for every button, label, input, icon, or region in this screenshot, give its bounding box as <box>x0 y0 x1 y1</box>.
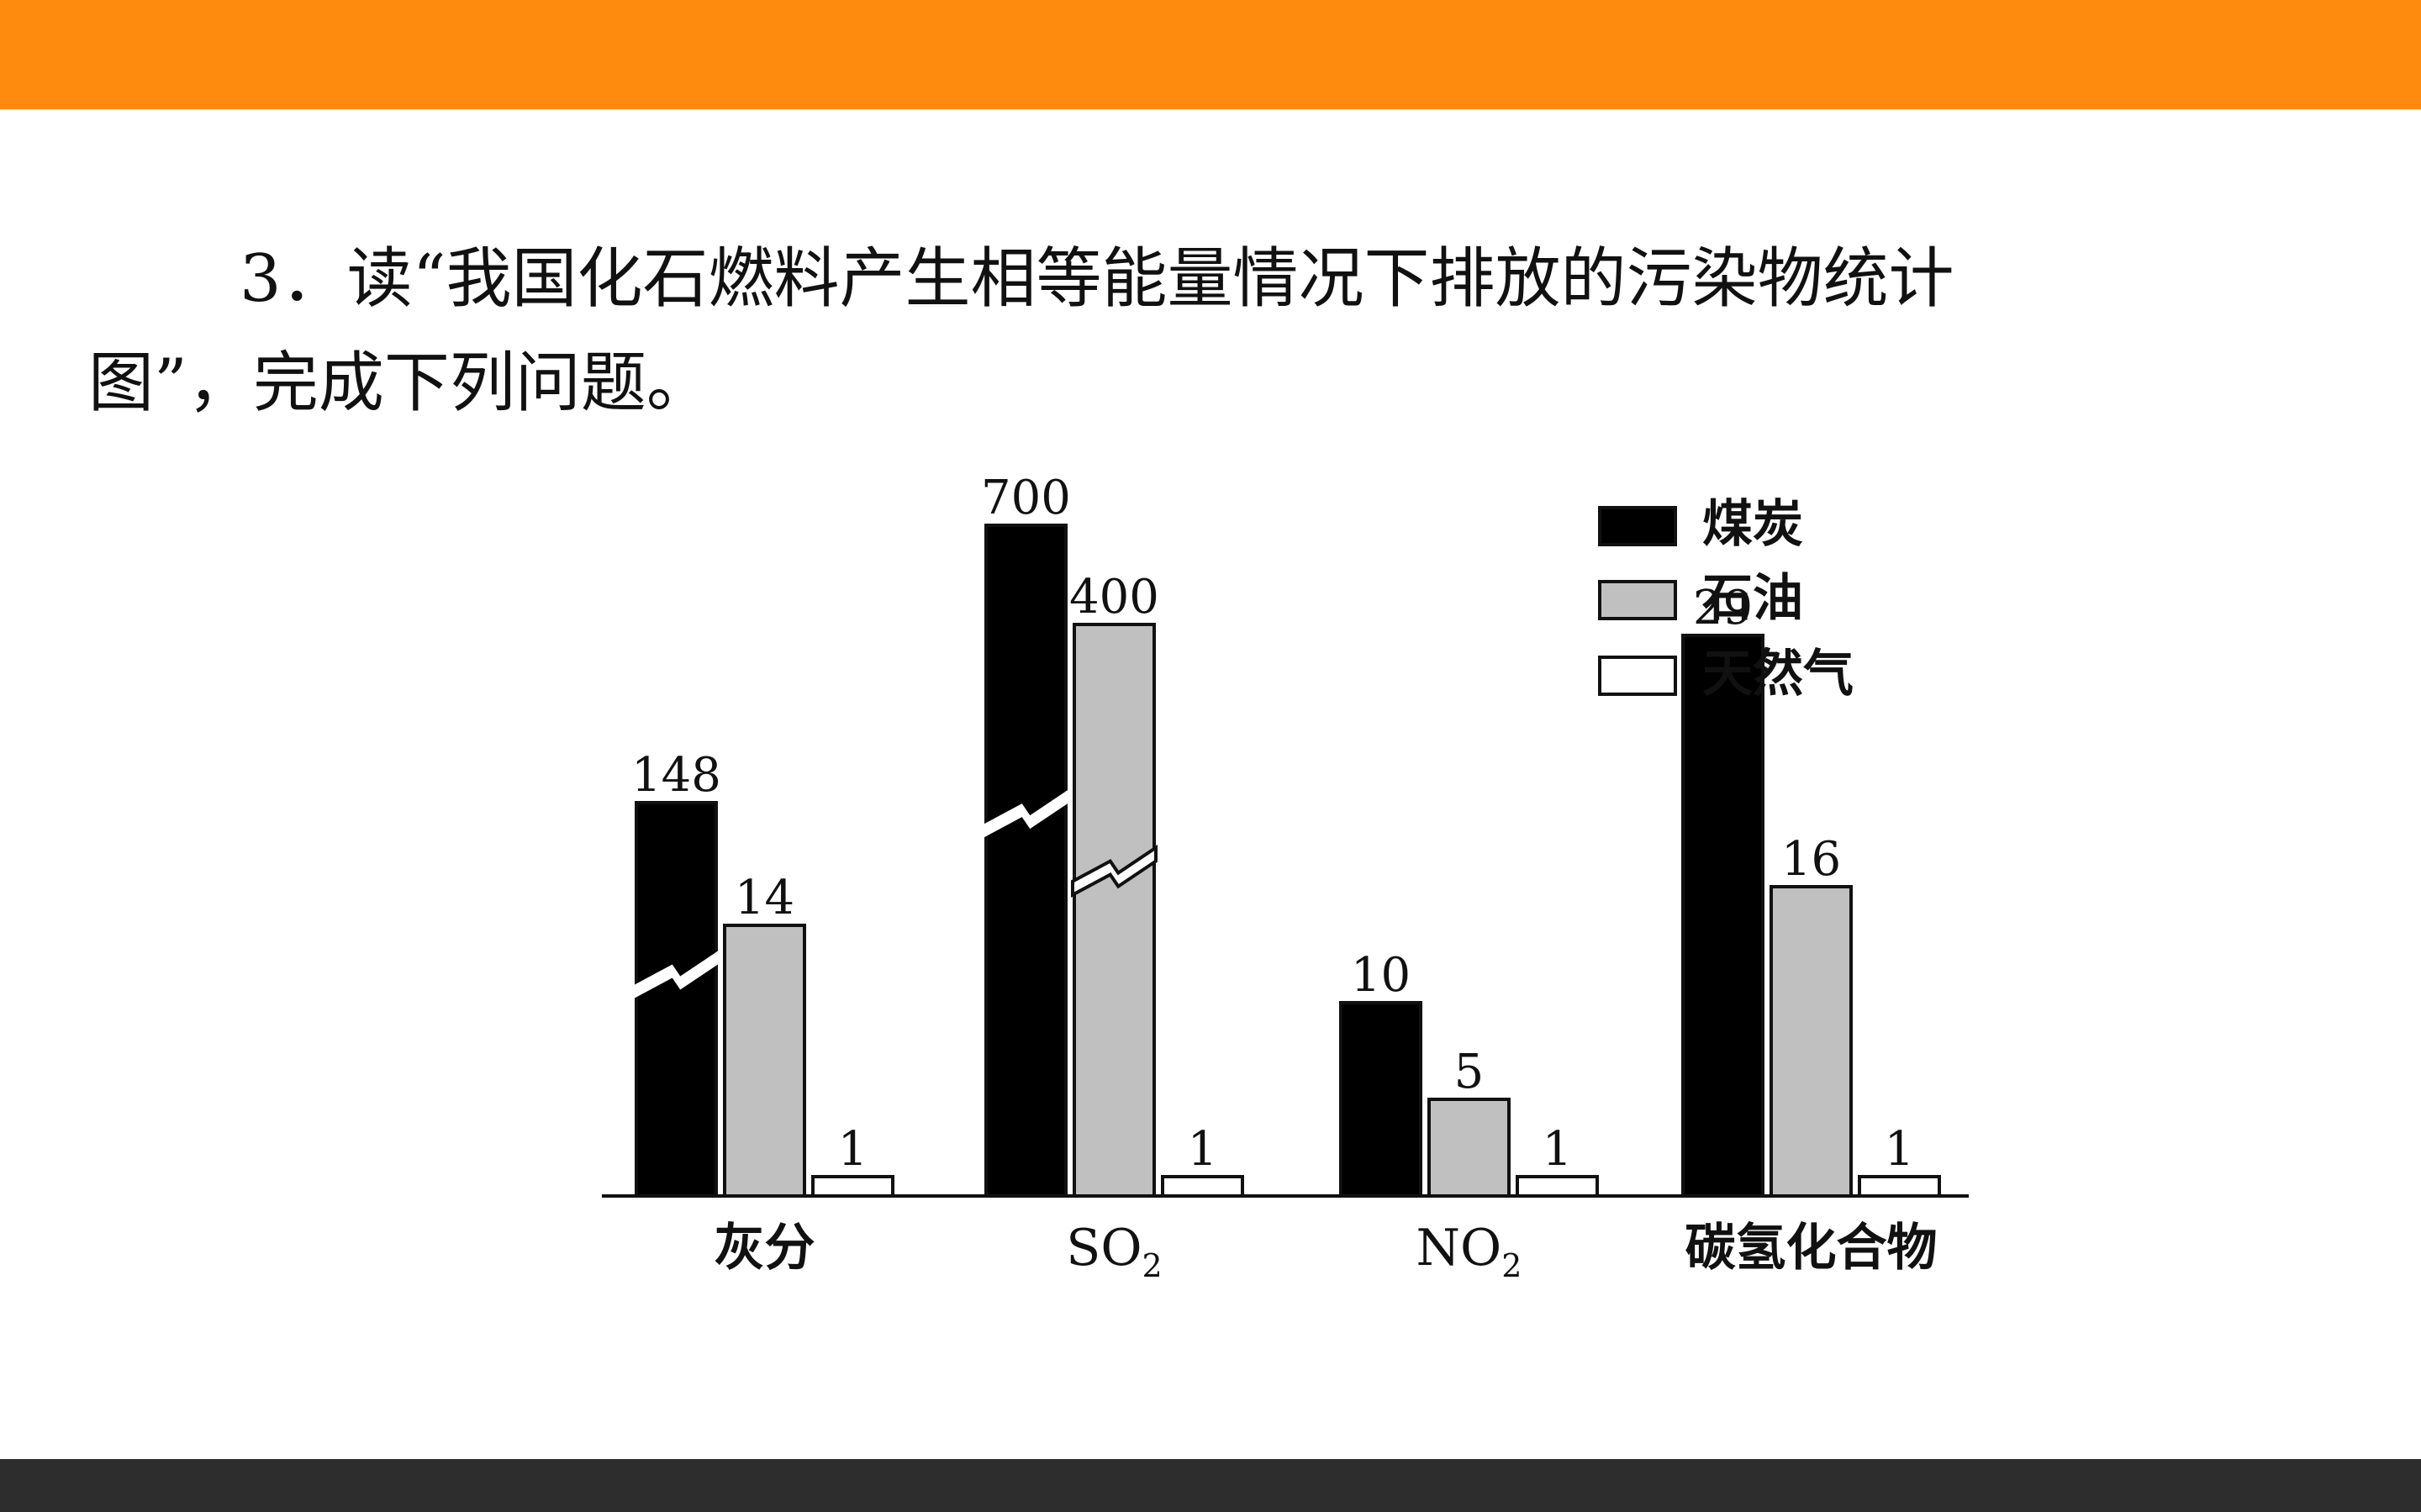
legend-swatch-煤炭 <box>1598 506 1677 546</box>
data-label-煤炭-1: 700 <box>981 471 1071 525</box>
data-label-天然气-1: 1 <box>1188 1122 1218 1177</box>
bar-煤炭-3 <box>1681 634 1764 1198</box>
data-label-煤炭-2: 10 <box>1351 948 1411 1003</box>
legend-label-天然气: 天然气 <box>1702 645 1854 703</box>
bar-石油-3 <box>1770 885 1853 1198</box>
axis-break-mark-煤炭-0 <box>635 951 718 998</box>
legend-swatch-天然气 <box>1598 656 1677 696</box>
data-label-天然气-2: 1 <box>1543 1122 1573 1177</box>
bar-天然气-1 <box>1161 1175 1244 1198</box>
bar-天然气-3 <box>1858 1175 1941 1198</box>
category-label-3: 碳氢化合物 <box>1685 1219 1938 1278</box>
bar-石油-2 <box>1427 1098 1511 1198</box>
data-label-煤炭-0: 148 <box>631 748 721 803</box>
legend-label-煤炭: 煤炭 <box>1702 495 1803 554</box>
legend-swatch-石油 <box>1598 580 1677 620</box>
axis-break-mark-石油-1 <box>1071 844 1158 898</box>
top-banner <box>0 0 2421 109</box>
category-label-2: NO2 <box>1416 1219 1522 1284</box>
bar-煤炭-0 <box>635 801 718 1198</box>
data-label-石油-3: 16 <box>1781 832 1841 887</box>
question-line-1: 3．读“我国化石燃料产生相等能量情况下排放的污染物统计 <box>240 241 1954 317</box>
question-line-2: 图”，完成下列问题。 <box>88 345 712 421</box>
bar-石油-0 <box>723 924 806 1198</box>
bar-煤炭-1 <box>984 524 1068 1198</box>
data-label-石油-0: 14 <box>735 871 794 925</box>
axis-break-mark-煤炭-1 <box>984 790 1068 838</box>
bottom-bar <box>0 1459 2421 1512</box>
bar-天然气-2 <box>1516 1175 1599 1198</box>
data-label-石油-1: 400 <box>1069 570 1159 624</box>
data-label-石油-2: 5 <box>1454 1045 1485 1099</box>
bar-石油-1 <box>1073 623 1156 1198</box>
legend-label-石油: 石油 <box>1702 569 1803 628</box>
data-label-天然气-0: 1 <box>838 1122 868 1177</box>
category-label-1: SO2 <box>1066 1219 1162 1284</box>
data-label-天然气-3: 1 <box>1885 1122 1915 1177</box>
data-label-煤炭-3: 29 <box>1693 581 1753 635</box>
question-text: 3．读“我国化石燃料产生相等能量情况下排放的污染物统计 图”，完成下列问题。 <box>88 227 2240 435</box>
bar-煤炭-2 <box>1339 1001 1422 1198</box>
bar-天然气-0 <box>811 1175 894 1198</box>
category-label-0: 灰分 <box>715 1219 815 1278</box>
